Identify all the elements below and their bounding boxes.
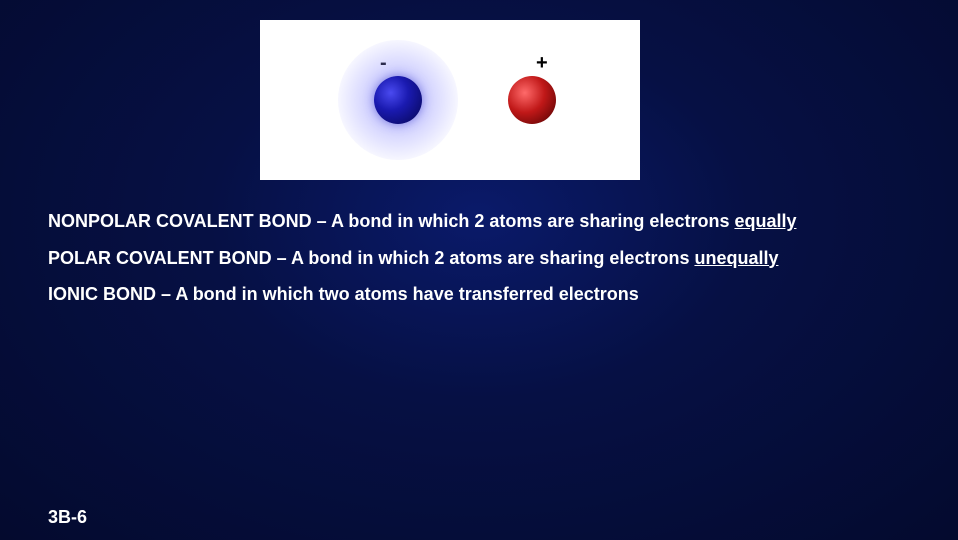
polar-term: POLAR COVALENT BOND — [48, 248, 272, 268]
nonpolar-emph: equally — [734, 211, 796, 231]
right-atom — [502, 40, 562, 160]
definitions-block: NONPOLAR COVALENT BOND – A bond in which… — [48, 210, 898, 320]
red-atom-icon — [508, 76, 556, 124]
sep: – — [312, 211, 331, 231]
page-number: 3B-6 — [48, 507, 87, 528]
nonpolar-term: NONPOLAR COVALENT BOND — [48, 211, 312, 231]
ionic-definition: IONIC BOND – A bond in which two atoms h… — [48, 283, 898, 306]
blue-atom-icon — [374, 76, 422, 124]
polar-emph: unequally — [694, 248, 778, 268]
bond-diagram: - + — [260, 20, 640, 180]
left-atom — [338, 40, 458, 160]
sep: – — [156, 284, 175, 304]
slide: - + NONPOLAR COVALENT BOND – A bond in w… — [0, 0, 958, 540]
polar-body: A bond in which 2 atoms are sharing elec… — [291, 248, 694, 268]
ionic-body: A bond in which two atoms have transferr… — [175, 284, 638, 304]
nonpolar-definition: NONPOLAR COVALENT BOND – A bond in which… — [48, 210, 898, 233]
ionic-term: IONIC BOND — [48, 284, 156, 304]
polar-definition: POLAR COVALENT BOND – A bond in which 2 … — [48, 247, 898, 270]
sep: – — [272, 248, 291, 268]
nonpolar-body: A bond in which 2 atoms are sharing elec… — [331, 211, 734, 231]
